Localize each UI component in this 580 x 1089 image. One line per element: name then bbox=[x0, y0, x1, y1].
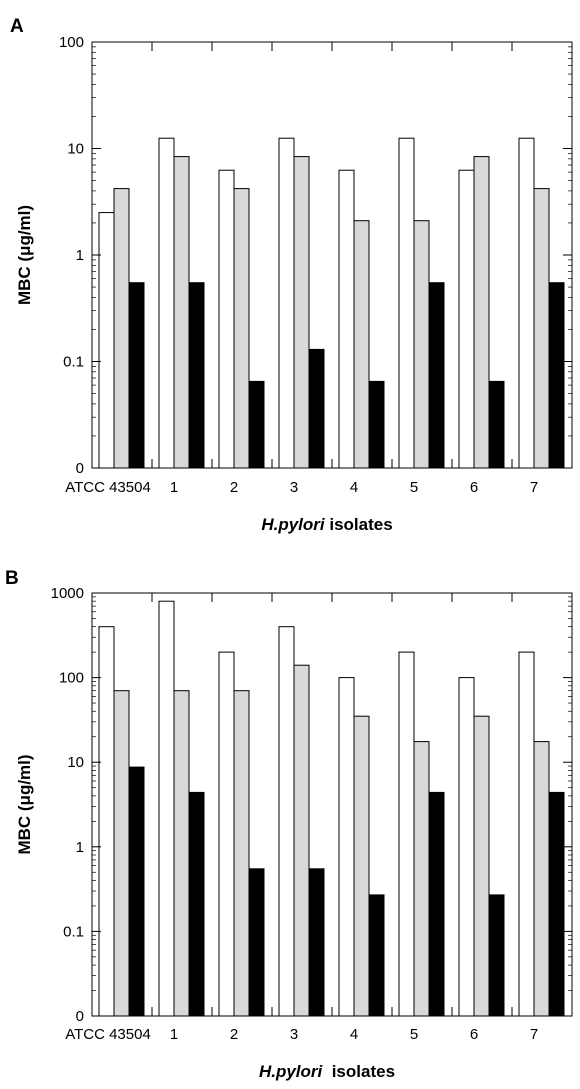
x-axis-label: H.pylori isolates bbox=[261, 515, 392, 534]
x-tick-label: 5 bbox=[410, 1026, 418, 1043]
bar-s1-5 bbox=[398, 651, 415, 1017]
x-tick-label: 6 bbox=[470, 479, 478, 496]
bar-s1-2 bbox=[218, 651, 235, 1017]
bar-s1-3 bbox=[278, 137, 295, 469]
bar-s2-2 bbox=[233, 188, 250, 469]
bar-s2-7 bbox=[533, 741, 550, 1017]
panel-letter: A bbox=[10, 16, 24, 37]
bar-s1-6 bbox=[458, 677, 475, 1017]
y-axis-label: MBC (μg/ml) bbox=[15, 205, 34, 305]
bar-s2-2 bbox=[233, 690, 250, 1017]
x-tick-label: 1 bbox=[170, 479, 178, 496]
y-tick-label: 1000 bbox=[51, 585, 84, 602]
bar-s1-3 bbox=[278, 626, 295, 1017]
x-tick-label: 5 bbox=[410, 479, 418, 496]
bar-s3-3 bbox=[308, 348, 325, 469]
y-tick-label: 0 bbox=[76, 1008, 84, 1025]
bar-s2-0 bbox=[113, 188, 130, 469]
x-tick-label: 3 bbox=[290, 1026, 298, 1043]
bar-s1-6 bbox=[458, 169, 475, 469]
bar-s3-7 bbox=[548, 282, 565, 469]
x-tick-label: 6 bbox=[470, 1026, 478, 1043]
bar-s1-4 bbox=[338, 677, 355, 1017]
bar-s3-7 bbox=[548, 791, 565, 1017]
bar-s3-0 bbox=[128, 282, 145, 469]
x-tick-label: 3 bbox=[290, 479, 298, 496]
x-tick-label: 4 bbox=[350, 1026, 358, 1043]
x-axis-label-italic: H.pylori bbox=[259, 1062, 324, 1081]
y-tick-label: 100 bbox=[59, 670, 84, 687]
bar-s3-1 bbox=[188, 791, 205, 1017]
x-axis-label-rest: isolates bbox=[322, 1062, 395, 1081]
y-tick-label: 0.1 bbox=[63, 923, 84, 940]
bar-s1-7 bbox=[518, 137, 535, 469]
bar-s2-5 bbox=[413, 220, 430, 469]
bar-s3-3 bbox=[308, 868, 325, 1017]
y-tick-label: 10 bbox=[67, 141, 84, 158]
bar-s2-4 bbox=[353, 715, 370, 1017]
bar-s3-6 bbox=[488, 894, 505, 1017]
y-axis-label: MBC (μg/ml) bbox=[15, 754, 34, 854]
bar-s1-0 bbox=[98, 626, 115, 1017]
bar-s3-1 bbox=[188, 282, 205, 469]
bar-s1-5 bbox=[398, 137, 415, 469]
x-tick-label: 2 bbox=[230, 479, 238, 496]
bar-s1-7 bbox=[518, 651, 535, 1017]
x-axis-label-italic: H.pylori bbox=[261, 515, 326, 534]
x-tick-label: 2 bbox=[230, 1026, 238, 1043]
bar-s3-2 bbox=[248, 380, 265, 469]
bar-s2-4 bbox=[353, 220, 370, 469]
bar-s3-4 bbox=[368, 380, 385, 469]
bar-s2-1 bbox=[173, 690, 190, 1017]
bar-s3-5 bbox=[428, 282, 445, 469]
x-tick-label: ATCC 43504 bbox=[65, 479, 151, 496]
x-axis-label: H.pylori isolates bbox=[259, 1062, 395, 1081]
y-tick-label: 1 bbox=[76, 247, 84, 264]
bar-s2-1 bbox=[173, 156, 190, 469]
y-tick-label: 0.1 bbox=[63, 354, 84, 371]
bar-s2-7 bbox=[533, 188, 550, 469]
y-tick-label: 100 bbox=[59, 34, 84, 51]
bar-s3-2 bbox=[248, 868, 265, 1017]
bar-s2-6 bbox=[473, 156, 490, 469]
bar-s2-0 bbox=[113, 690, 130, 1017]
chart-panel-b: B 0 0.1 1 10 100 1000 ATCC 43504 1 2 3 4 5 6 7 H.pylori… bbox=[5, 568, 573, 1081]
y-tick-label: 1 bbox=[76, 839, 84, 856]
bar-s1-4 bbox=[338, 169, 355, 469]
bar-s3-0 bbox=[128, 766, 145, 1017]
y-tick-label: 0 bbox=[76, 460, 84, 477]
bar-s1-1 bbox=[158, 137, 175, 469]
bar-s3-6 bbox=[488, 380, 505, 469]
bar-s2-3 bbox=[293, 156, 310, 469]
x-tick-label: 7 bbox=[530, 1026, 538, 1043]
panel-letter: B bbox=[5, 568, 19, 589]
y-tick-label: 10 bbox=[67, 754, 84, 771]
bar-s3-4 bbox=[368, 894, 385, 1017]
bar-s1-0 bbox=[98, 212, 115, 469]
bar-s2-5 bbox=[413, 741, 430, 1017]
chart-panel-a: A 0 0.1 1 10 100 ATCC 43504 1 2 3 4 5 6 7 H.pylori iso… bbox=[10, 16, 573, 534]
bar-s3-5 bbox=[428, 791, 445, 1017]
x-tick-label: 1 bbox=[170, 1026, 178, 1043]
bar-s2-3 bbox=[293, 664, 310, 1017]
bar-s1-2 bbox=[218, 169, 235, 469]
x-tick-label: ATCC 43504 bbox=[65, 1026, 151, 1043]
x-tick-label: 4 bbox=[350, 479, 358, 496]
x-axis-label-rest: isolates bbox=[325, 515, 393, 534]
x-tick-label: 7 bbox=[530, 479, 538, 496]
bar-s2-6 bbox=[473, 715, 490, 1017]
bar-s1-1 bbox=[158, 600, 175, 1017]
